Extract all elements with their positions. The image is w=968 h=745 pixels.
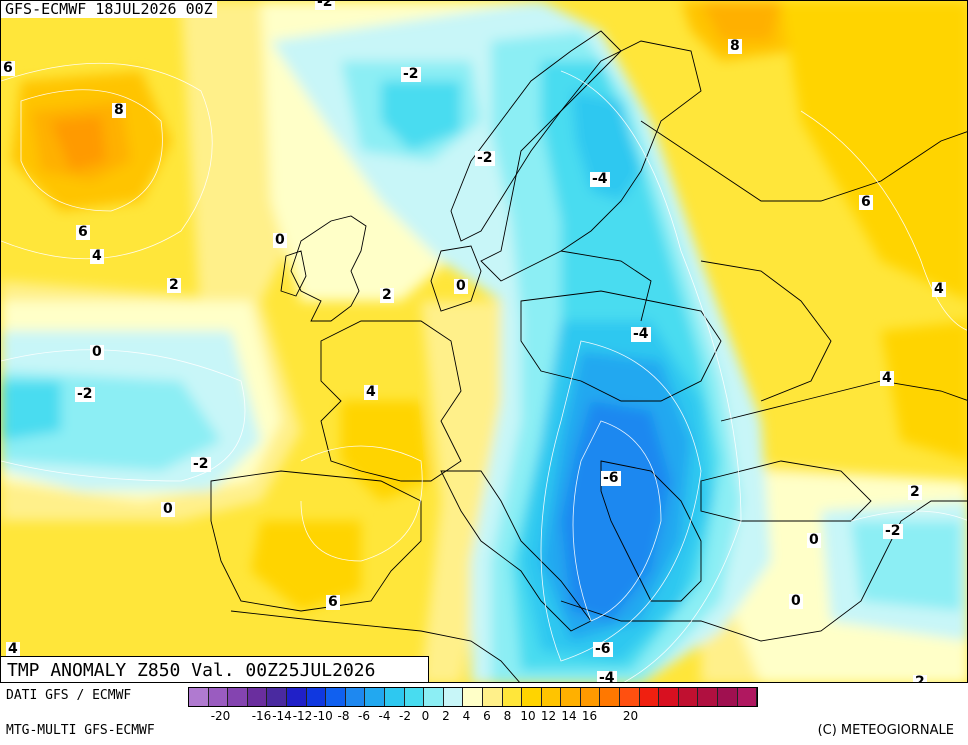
scale-tick-label: -16	[251, 709, 272, 723]
scale-tick-label: 8	[503, 709, 512, 723]
contour-label: 2	[913, 675, 927, 682]
run-title: GFS-ECMWF 18JUL2026 00Z	[1, 1, 217, 18]
contour-label: 6	[1, 60, 15, 76]
contour-label: 4	[880, 370, 894, 386]
contour-label: -4	[631, 326, 651, 342]
scale-swatch	[698, 688, 719, 706]
scale-swatch	[522, 688, 542, 706]
scale-swatch	[247, 688, 268, 706]
contour-label: 6	[76, 224, 90, 240]
scale-swatch	[326, 688, 346, 706]
contour-label: 4	[364, 384, 378, 400]
scale-tick-label: -8	[337, 709, 350, 723]
scale-swatch	[482, 688, 503, 706]
model-credit: MTG-MULTI GFS-ECMWF	[6, 723, 155, 738]
scale-swatch	[561, 688, 581, 706]
contour-label: -6	[593, 641, 613, 657]
scale-swatch	[443, 688, 464, 706]
scale-tick-label: 2	[442, 709, 450, 723]
contour-label: 2	[908, 484, 922, 500]
contour-label: 0	[273, 232, 287, 248]
contour-label: 0	[161, 501, 175, 517]
scale-swatch	[718, 688, 738, 706]
scale-tick-label: -12	[292, 709, 313, 723]
scale-tick-label: -4	[378, 709, 391, 723]
scale-swatch	[424, 688, 444, 706]
scale-swatch	[620, 688, 640, 706]
scale-swatch	[345, 688, 366, 706]
scale-swatch	[189, 688, 209, 706]
contour-label: 0	[90, 344, 104, 360]
scale-swatch	[208, 688, 229, 706]
scale-swatch	[463, 688, 483, 706]
scale-swatch	[384, 688, 405, 706]
contour-label: 0	[807, 532, 821, 548]
contour-label: 4	[932, 281, 946, 297]
scale-swatch	[502, 688, 523, 706]
contour-label: -4	[590, 171, 610, 187]
contour-label: -2	[883, 523, 903, 539]
contour-label: -2	[401, 66, 421, 82]
scale-swatch	[286, 688, 307, 706]
contour-label: 6	[859, 194, 873, 210]
map-title: TMP ANOMALY Z850 Val. 00Z25JUL2026	[1, 656, 429, 682]
scale-tick-label: -10	[313, 709, 333, 723]
contour-label: 0	[454, 278, 468, 294]
scale-swatch	[228, 688, 248, 706]
contour-label: -6	[601, 470, 621, 486]
scale-tick-label: 4	[462, 709, 471, 723]
scale-swatch	[580, 688, 601, 706]
scale-tick-label: -14	[272, 709, 292, 723]
scale-tick-label: 6	[483, 709, 491, 723]
scale-swatch	[267, 688, 287, 706]
scale-tick-label: 16	[581, 709, 598, 723]
contour-label: 8	[112, 102, 126, 118]
contour-label: -2	[315, 1, 335, 10]
contour-label: 4	[6, 641, 20, 657]
scale-swatch	[737, 688, 758, 706]
scale-tick-label: -2	[399, 709, 411, 723]
contour-label: 0	[789, 593, 803, 609]
scale-swatch	[365, 688, 385, 706]
scale-tick-label: 12	[540, 709, 557, 723]
contour-label: -2	[191, 456, 211, 472]
scale-tick-label: -20	[210, 709, 231, 723]
scale-swatch	[659, 688, 679, 706]
scale-tick-label: 0	[421, 709, 430, 723]
contour-label: 6	[326, 594, 340, 610]
scale-swatch	[639, 688, 660, 706]
contour-label: 2	[167, 277, 181, 293]
contour-label: 8	[728, 38, 742, 54]
footer-legend: DATI GFS / ECMWF -20 -16 -14 -12 -10 -8 -6 -4 -2…	[0, 683, 968, 745]
scale-tick-label: -6	[358, 709, 370, 723]
scale-swatch	[404, 688, 425, 706]
contour-lines	[1, 62, 967, 682]
scale-swatch	[678, 688, 699, 706]
scale-swatch	[600, 688, 621, 706]
contour-label: -4	[597, 671, 617, 682]
contour-label: -2	[75, 386, 95, 402]
contour-label: 2	[380, 287, 394, 303]
scale-tick-label: 14	[561, 709, 577, 723]
scale-swatch	[306, 688, 327, 706]
scale-swatch	[541, 688, 562, 706]
contour-label: 4	[90, 248, 104, 264]
scale-tick-label: 10	[520, 709, 536, 723]
anomaly-map: -2 6 8 -2 8 -2 -4 6 0 6 4 2 2 0 4 0 -4 -…	[0, 0, 968, 683]
anomaly-shading	[1, 1, 967, 682]
data-credit: DATI GFS / ECMWF	[6, 688, 132, 703]
map-canvas	[1, 1, 967, 682]
scale-tick-label: 20	[622, 709, 639, 723]
contour-label: -2	[475, 150, 495, 166]
copyright-text: (C) METEOGIORNALE	[817, 723, 954, 738]
color-scale	[188, 687, 759, 707]
